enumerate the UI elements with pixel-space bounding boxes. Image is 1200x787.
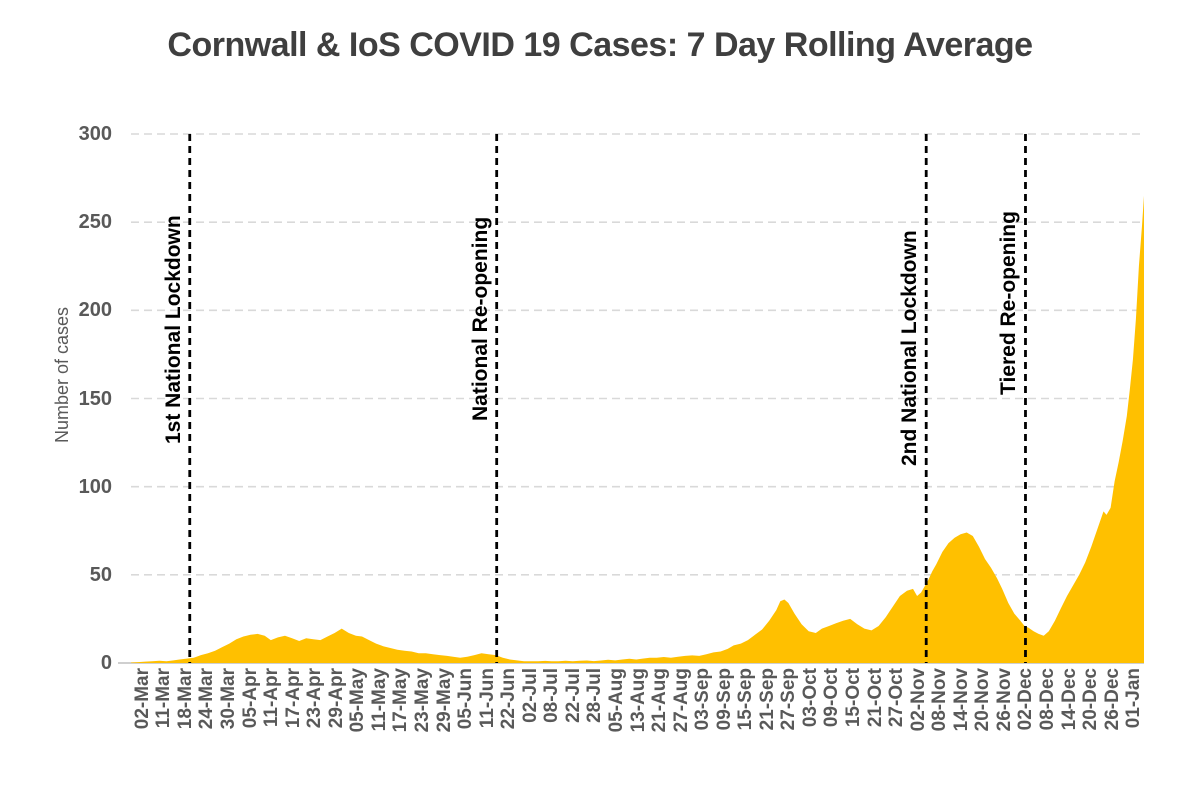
x-tick-label: 23-May	[411, 668, 433, 733]
x-tick-label: 18-Mar	[174, 668, 196, 730]
x-tick-label: 09-Sep	[713, 668, 735, 731]
chart-title: Cornwall & IoS COVID 19 Cases: 7 Day Rol…	[167, 26, 1033, 64]
y-tick-label: 150	[78, 387, 112, 410]
x-tick-label: 21-Sep	[756, 668, 778, 731]
x-tick-label: 11-Jun	[476, 668, 498, 729]
x-tick-label: 11-Apr	[261, 668, 283, 728]
x-tick-label: 29-May	[433, 668, 455, 733]
y-tick-label: 200	[78, 299, 112, 322]
x-tick-label: 08-Nov	[929, 668, 951, 732]
event-annotation: Tiered Re-opening	[997, 211, 1021, 396]
x-tick-label: 08-Dec	[1037, 668, 1058, 731]
x-tick-label: 20-Nov	[972, 668, 994, 732]
y-tick-label: 250	[78, 211, 112, 234]
x-tick-label: 23-Apr	[304, 668, 326, 729]
x-tick-label: 14-Dec	[1058, 668, 1080, 731]
x-tick-label: 28-Jul	[584, 668, 606, 723]
x-tick-label: 21-Oct	[864, 668, 886, 728]
x-tick-label: 08-Jul	[541, 668, 563, 723]
x-tick-label: 30-Mar	[217, 668, 239, 730]
x-tick-label: 24-Mar	[196, 668, 218, 730]
x-tick-label: 05-Jun	[455, 668, 477, 730]
x-tick-label: 03-Oct	[799, 668, 821, 728]
x-tick-label: 02-Mar	[131, 668, 153, 730]
x-tick-label: 02-Nov	[907, 668, 929, 732]
x-tick-label: 15-Sep	[735, 668, 757, 731]
x-tick-label: 09-Oct	[821, 668, 843, 728]
x-tick-label: 27-Aug	[670, 668, 692, 733]
x-tick-label: 17-May	[390, 668, 412, 733]
x-tick-label: 22-Jun	[498, 668, 520, 730]
x-tick-label: 17-Apr	[282, 668, 304, 729]
x-tick-label: 27-Sep	[778, 668, 800, 731]
y-tick-label: 100	[78, 475, 112, 498]
y-tick-label: 300	[78, 123, 112, 145]
x-tick-label: 03-Sep	[692, 668, 714, 731]
x-tick-label: 01-Jan	[1123, 668, 1145, 729]
x-tick-label: 29-Apr	[325, 668, 347, 729]
x-tick-label: 02-Jul	[519, 668, 541, 723]
x-tick-label: 14-Nov	[950, 668, 972, 732]
x-tick-label: 27-Oct	[886, 668, 908, 728]
event-annotation: 1st National Lockdown	[161, 215, 185, 445]
x-tick-label: 15-Oct	[843, 668, 865, 728]
x-tick-label: 05-Apr	[239, 668, 261, 729]
y-tick-label: 50	[89, 563, 112, 586]
x-tick-label: 26-Nov	[993, 668, 1015, 732]
x-tick-label: 11-May	[368, 668, 390, 732]
x-tick-label: 11-Mar	[153, 668, 175, 729]
x-tick-label: 05-Aug	[605, 668, 627, 733]
y-axis-title: Number of cases	[52, 306, 72, 443]
x-tick-label: 21-Aug	[649, 668, 671, 733]
y-tick-label: 0	[100, 652, 112, 674]
x-tick-label: 22-Jul	[562, 668, 584, 723]
x-tick-label: 20-Dec	[1080, 668, 1102, 731]
x-tick-label: 13-Aug	[627, 668, 649, 733]
x-tick-label: 26-Dec	[1101, 668, 1123, 731]
event-annotation: National Re-opening	[468, 216, 492, 422]
x-tick-label: 02-Dec	[1015, 668, 1037, 731]
x-tick-label: 05-May	[347, 668, 369, 733]
cases-area-series	[131, 195, 1144, 663]
event-annotation: 2nd National Lockdown	[898, 230, 922, 467]
